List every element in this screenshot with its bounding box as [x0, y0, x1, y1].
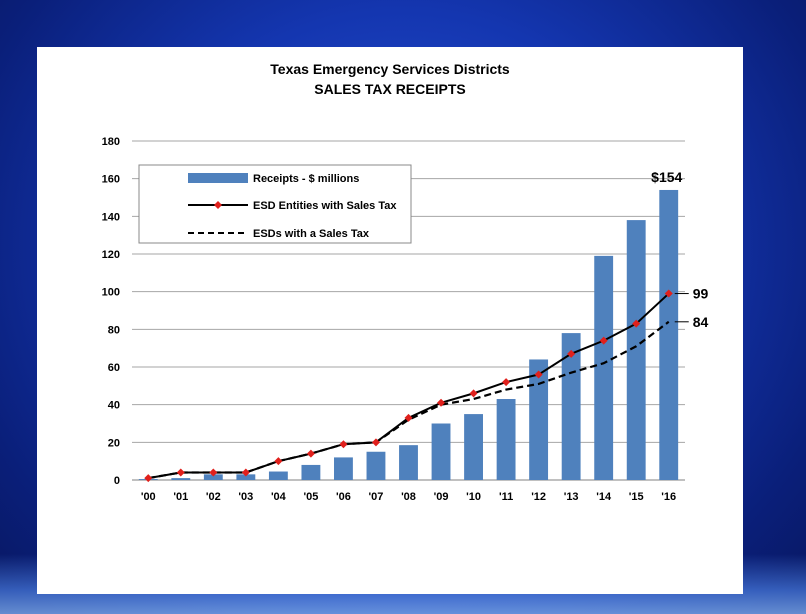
esd-entities-marker — [632, 319, 641, 328]
x-tick-label: '11 — [499, 491, 513, 503]
callouts: $154 99 84 — [651, 169, 708, 330]
x-tick-label: '04 — [271, 491, 287, 503]
y-tick-label: 160 — [102, 174, 120, 186]
x-tick-label: '16 — [661, 491, 676, 503]
legend-label-receipts: Receipts - $ millions — [253, 173, 359, 185]
bar — [203, 474, 223, 480]
esd-entities-marker — [664, 289, 673, 298]
y-tick-label: 40 — [108, 400, 120, 412]
esd-entities-marker — [599, 336, 608, 345]
y-tick-label: 0 — [114, 475, 120, 487]
esd-entities-marker — [306, 449, 315, 458]
y-tick-label: 140 — [102, 211, 120, 223]
x-tick-label: '03 — [238, 491, 253, 503]
callout-dashed-last: 84 — [693, 314, 709, 330]
x-tick-label: '06 — [336, 491, 351, 503]
esd-entities-marker — [176, 468, 185, 477]
x-tick-label: '02 — [206, 491, 221, 503]
esd-entities-marker — [144, 474, 153, 483]
y-tick-label: 120 — [102, 249, 120, 261]
x-tick-label: '15 — [629, 491, 644, 503]
bar — [464, 414, 483, 480]
legend-swatch-entities-marker — [214, 201, 222, 209]
x-tick-label: '09 — [434, 491, 449, 503]
callout-bar-last: $154 — [651, 169, 682, 185]
x-axis-ticks: '00 '01 '02 '03 '04 '05 '06 '07 '08 '09 '10 '11 '12 '… — [141, 491, 676, 503]
bar — [496, 399, 516, 480]
bar — [301, 464, 321, 480]
legend: Receipts - $ millions ESD Entities with … — [138, 164, 412, 244]
esd-entities-marker — [502, 378, 511, 387]
chart-slide: Texas Emergency Services Districts SALES… — [37, 47, 743, 594]
x-tick-label: '01 — [173, 491, 188, 503]
legend-label-entities: ESD Entities with Sales Tax — [253, 200, 397, 212]
bar — [334, 457, 353, 480]
bar — [561, 333, 581, 480]
bar — [529, 359, 549, 480]
x-tick-label: '08 — [401, 491, 416, 503]
esd-entities-marker — [567, 349, 576, 358]
x-tick-label: '05 — [303, 491, 318, 503]
esd-entities-marker — [404, 413, 413, 422]
y-tick-label: 20 — [108, 437, 120, 449]
sales-tax-chart: Texas Emergency Services Districts SALES… — [102, 61, 709, 503]
x-tick-label: '10 — [466, 491, 481, 503]
esds-with-sales-tax-line — [148, 320, 670, 480]
esd-entities-marker — [209, 468, 218, 477]
y-axis-ticks: 0 20 40 60 80 100 120 140 160 180 — [102, 136, 120, 487]
bar — [268, 471, 288, 480]
bar — [236, 474, 256, 480]
legend-label-esds: ESDs with a Sales Tax — [253, 228, 370, 240]
y-tick-label: 60 — [108, 362, 120, 374]
chart-subtitle: SALES TAX RECEIPTS — [314, 81, 465, 97]
x-tick-label: '13 — [564, 491, 579, 503]
y-tick-label: 80 — [108, 324, 120, 336]
y-tick-label: 100 — [102, 287, 120, 299]
esd-entities-marker — [274, 457, 283, 466]
bar — [594, 255, 614, 480]
bar — [626, 220, 646, 480]
esd-entities-marker — [469, 389, 478, 398]
x-tick-label: '14 — [596, 491, 612, 503]
bar — [171, 478, 191, 480]
line-series — [144, 289, 673, 483]
y-tick-label: 180 — [102, 136, 120, 148]
esd-entities-marker — [437, 398, 446, 407]
x-tick-label: '00 — [141, 491, 156, 503]
bar — [366, 451, 386, 480]
bar — [431, 423, 451, 480]
esd-entities-marker — [339, 440, 348, 449]
x-tick-label: '12 — [531, 491, 546, 503]
legend-box — [138, 164, 412, 244]
x-tick-label: '07 — [369, 491, 384, 503]
bar — [399, 445, 418, 480]
callout-line-last: 99 — [693, 286, 709, 302]
bar-series — [138, 189, 679, 480]
legend-swatch-receipts — [188, 173, 248, 183]
chart-title: Texas Emergency Services Districts — [270, 61, 510, 77]
esd-entities-marker — [371, 438, 380, 447]
bar — [659, 189, 679, 480]
esd-entities-marker — [534, 370, 543, 379]
esd-entities-marker — [241, 468, 250, 477]
